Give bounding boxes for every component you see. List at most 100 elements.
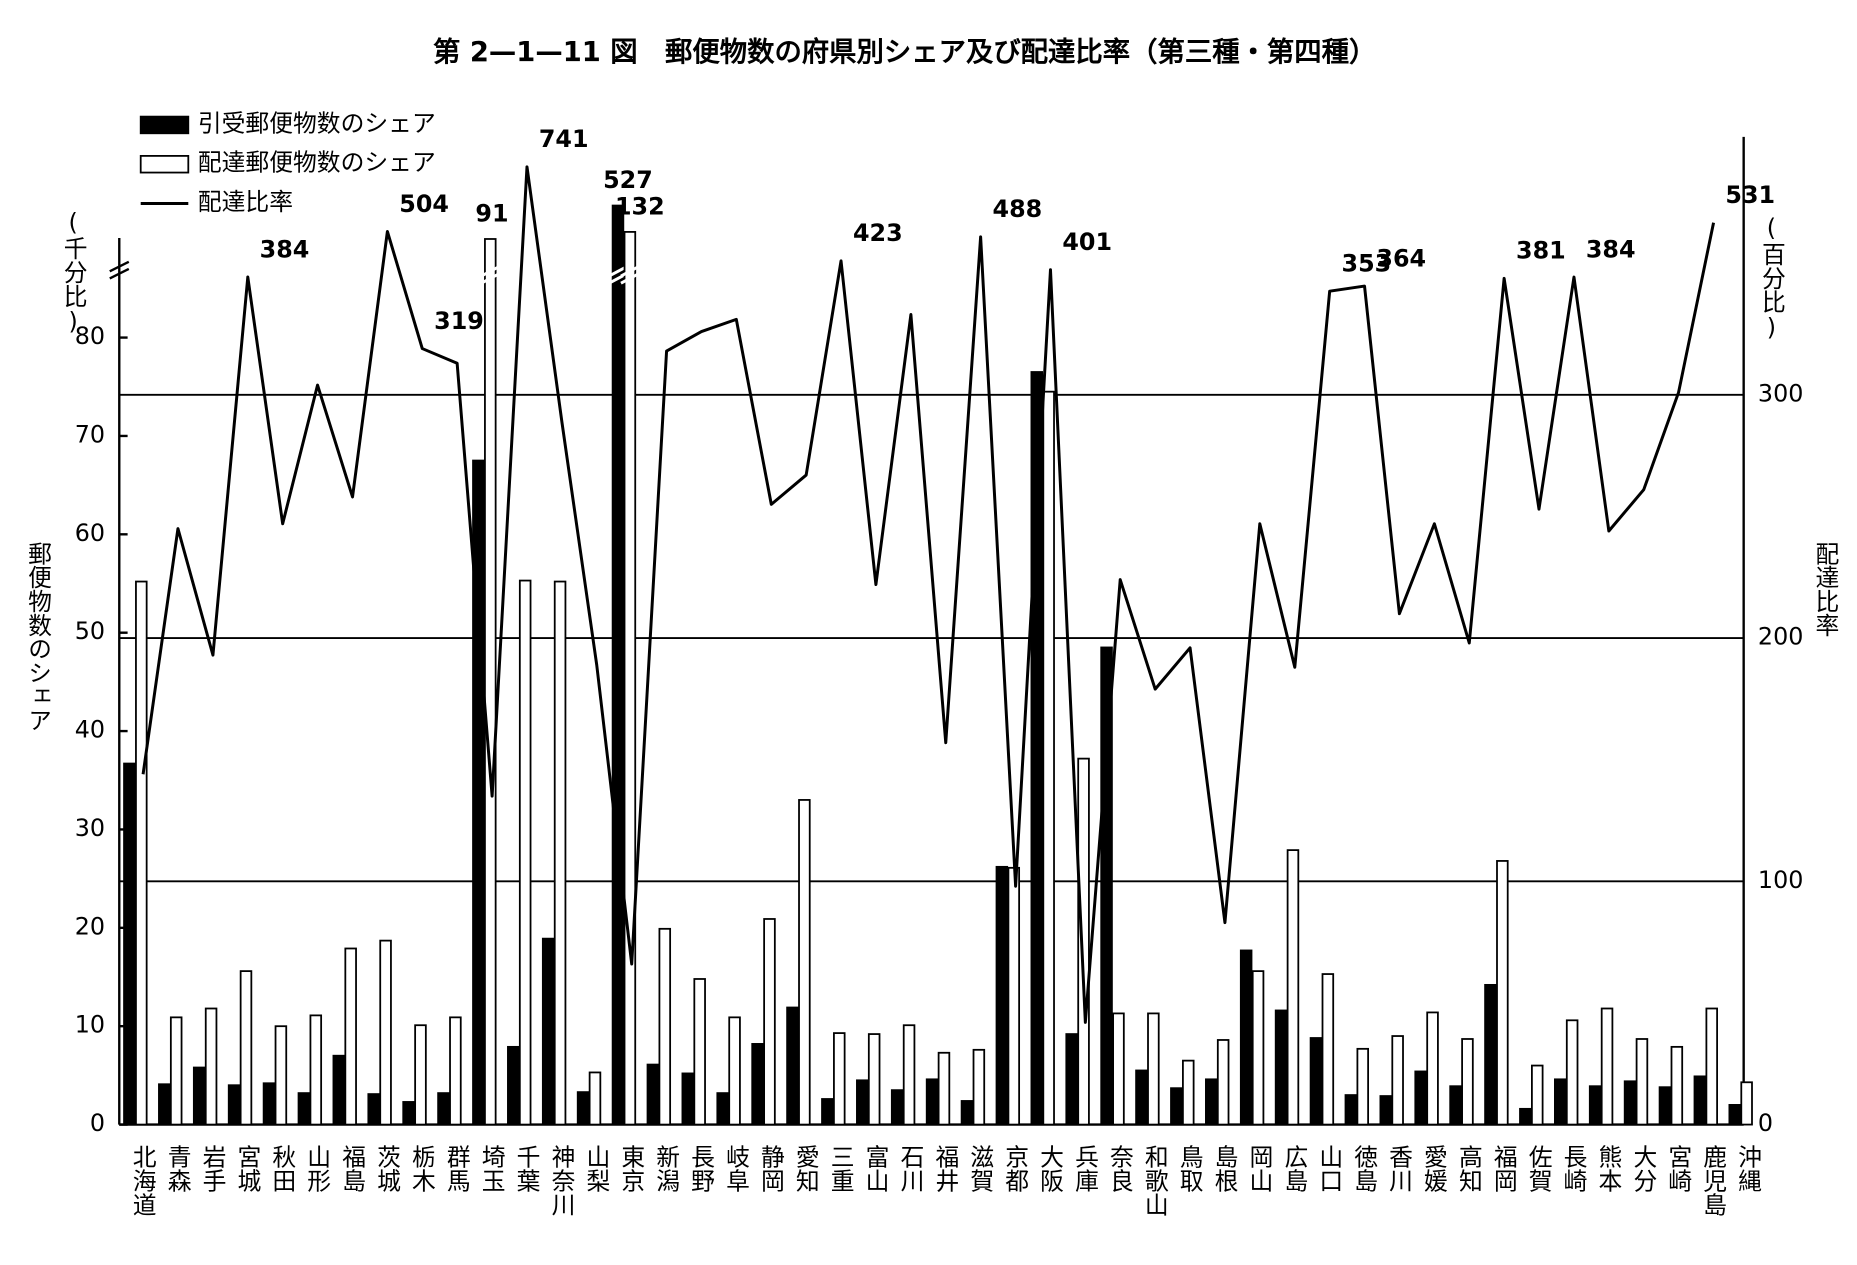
bar (135, 580, 148, 1126)
bar (623, 231, 637, 1126)
x-tick-label: 長崎 (1559, 1145, 1587, 1193)
bar (518, 579, 532, 1126)
x-tick-label: 大阪 (1036, 1145, 1064, 1193)
bar (1658, 1086, 1672, 1126)
x-tick-label: 静岡 (756, 1145, 784, 1193)
x-tick-label: 香川 (1385, 1145, 1413, 1193)
bar (332, 1054, 346, 1126)
bar (763, 918, 776, 1126)
bar (1623, 1080, 1637, 1126)
bar-break (620, 265, 640, 285)
bar (1356, 1047, 1370, 1126)
data-label: 319 (434, 307, 484, 335)
bar (227, 1084, 241, 1126)
chart-title: 第 2—1—11 図 郵便物数の府県別シェア及び配達比率（第三種・第四種） (433, 36, 1376, 68)
bar (1728, 1104, 1741, 1126)
bar (367, 1093, 380, 1126)
bar (1216, 1039, 1230, 1126)
data-label: 423 (853, 219, 903, 247)
x-tick-label: 福島 (338, 1145, 366, 1193)
y-tick-label: 10 (75, 1011, 105, 1039)
y-tick-label: 80 (75, 322, 105, 350)
data-label: 504 (399, 190, 449, 218)
axis-break (109, 260, 130, 280)
bar (1670, 1045, 1684, 1126)
y-tick-label: 40 (75, 716, 105, 744)
legend-swatch (139, 155, 190, 174)
bar (751, 1043, 764, 1126)
x-tick-label: 島根 (1210, 1145, 1238, 1193)
bar (1286, 849, 1300, 1126)
bar (1588, 1085, 1602, 1126)
y-tick-label: 70 (75, 420, 105, 448)
x-tick-label: 大分 (1629, 1145, 1657, 1193)
bar (541, 937, 555, 1126)
bar (507, 1045, 520, 1126)
x-tick-label: 滋賀 (966, 1145, 994, 1193)
bar (1391, 1035, 1404, 1126)
x-tick-label: 鳥取 (1175, 1145, 1203, 1193)
y-tick-label: 0 (90, 1109, 105, 1137)
bar (1100, 646, 1113, 1126)
bar (274, 1025, 288, 1126)
bar (1693, 1075, 1707, 1126)
bar (902, 1024, 916, 1126)
bar (1321, 973, 1335, 1126)
x-tick-label: 青森 (163, 1145, 191, 1193)
bar (937, 1051, 951, 1126)
bar (1205, 1078, 1218, 1126)
bar (1461, 1038, 1474, 1126)
bar (716, 1092, 729, 1126)
bar (1251, 970, 1265, 1126)
y-tick-label: 60 (75, 519, 105, 547)
x-tick-label: 山梨 (582, 1145, 610, 1193)
data-label: 353 (1342, 250, 1392, 278)
x-tick-label: 和歌山 (1140, 1145, 1168, 1217)
bar (1519, 1107, 1532, 1126)
line (141, 165, 1716, 1024)
data-label: 741 (539, 125, 589, 153)
data-label: 401 (1062, 228, 1112, 256)
x-tick-label: 愛媛 (1419, 1145, 1447, 1193)
bar (995, 865, 1009, 1126)
x-tick-label: 沖縄 (1734, 1145, 1762, 1193)
bar (1565, 1019, 1579, 1126)
y2-tick-label: 0 (1758, 1109, 1773, 1137)
bar (123, 762, 136, 1126)
y-axis-label: 郵便物数のシェア (23, 541, 51, 731)
bar (833, 1032, 846, 1126)
bar (297, 1092, 311, 1126)
y-unit: (千分比) (59, 208, 87, 335)
legend-label: 配達比率 (198, 188, 293, 216)
data-label: 384 (260, 235, 310, 263)
bar (402, 1101, 415, 1126)
bar (158, 1083, 171, 1126)
bar (798, 799, 811, 1126)
x-tick-label: 神奈川 (547, 1145, 575, 1216)
bar (414, 1024, 427, 1126)
bar (1147, 1012, 1160, 1126)
bar (856, 1079, 869, 1126)
bar (437, 1092, 450, 1126)
x-tick-label: 岐阜 (721, 1145, 749, 1193)
bar (1112, 1012, 1125, 1126)
x-tick-label: 茨城 (372, 1145, 400, 1193)
bar (867, 1033, 881, 1126)
x-tick-label: 岩手 (198, 1145, 226, 1193)
x-tick-label: 栃木 (407, 1145, 435, 1193)
y2-axis-label: 配達比率 (1811, 541, 1839, 636)
bar (681, 1072, 695, 1126)
y2-tick-label: 300 (1758, 379, 1803, 407)
x-tick-label: 富山 (861, 1145, 889, 1193)
bar (344, 947, 357, 1126)
x-tick-label: 宮城 (233, 1145, 261, 1193)
x-tick-label: 福岡 (1489, 1145, 1517, 1193)
bar (576, 1091, 590, 1126)
bar (1065, 1033, 1078, 1126)
bar (1007, 866, 1021, 1126)
bar (728, 1016, 741, 1126)
bar (1484, 983, 1497, 1126)
bar (239, 970, 253, 1126)
bar (821, 1098, 834, 1126)
